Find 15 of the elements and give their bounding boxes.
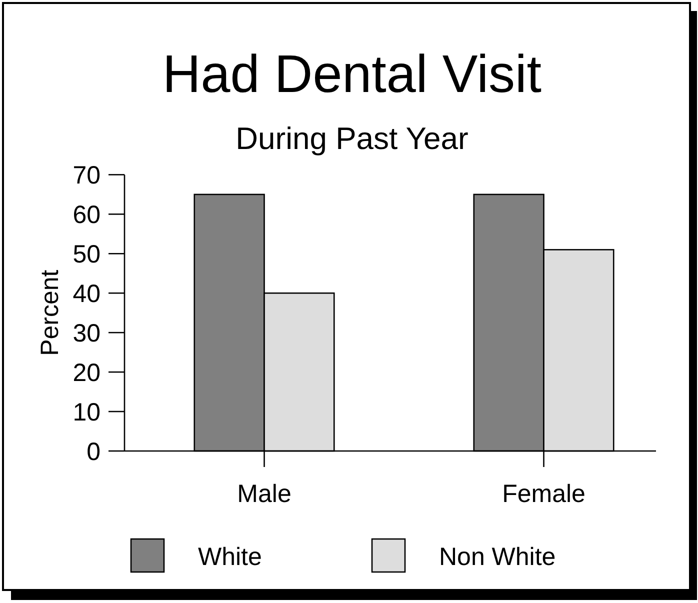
y-tick-label: 70 xyxy=(72,162,100,190)
chart-title: Had Dental Visit xyxy=(162,45,542,104)
chart-subtitle: During Past Year xyxy=(236,121,468,156)
x-tick-label: Male xyxy=(237,480,292,508)
y-tick-label: 0 xyxy=(86,438,100,466)
y-tick-label: 30 xyxy=(72,320,100,348)
y-axis-title: Percent xyxy=(36,270,64,356)
x-tick-label: Female xyxy=(502,480,586,508)
y-tick-label: 20 xyxy=(72,359,100,388)
y-tick-label: 40 xyxy=(72,280,100,308)
y-tick-label: 60 xyxy=(72,201,100,230)
legend-label: Non White xyxy=(439,543,556,571)
y-tick-label: 10 xyxy=(72,398,100,427)
legend-label: White xyxy=(198,543,262,571)
y-tick-label: 50 xyxy=(72,240,100,269)
